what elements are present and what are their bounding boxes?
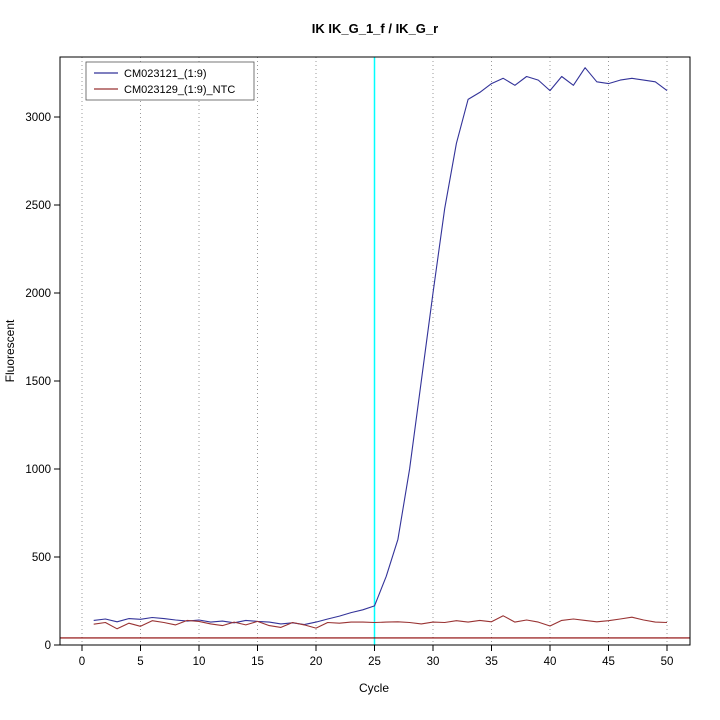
y-tick-label: 1500 (25, 376, 51, 388)
legend-label: CM023121_(1:9) (124, 68, 207, 80)
x-tick-label: 5 (137, 656, 143, 668)
x-tick-label: 15 (251, 656, 264, 668)
x-axis-label: Cycle (359, 681, 389, 695)
chart-title: IK IK_G_1_f / IK_G_r (312, 21, 438, 36)
x-tick-label: 0 (79, 656, 85, 668)
series-line-CM023129_(1:9)_NTC (93, 615, 668, 630)
y-tick-label: 0 (45, 640, 51, 652)
x-tick-label: 35 (485, 656, 498, 668)
y-tick-label: 2500 (25, 200, 51, 212)
legend-box (85, 61, 255, 101)
x-tick-label: 45 (602, 656, 615, 668)
legend-label: CM023129_(1:9)_NTC (124, 84, 235, 96)
y-axis-label: Fluorescent (3, 319, 17, 382)
y-tick-label: 2000 (25, 288, 51, 300)
y-tick-label: 3000 (25, 112, 51, 124)
x-tick-label: 40 (544, 656, 557, 668)
plot-area: 0 5 10 15 20 25 30 35 40 45 5005001000150020002500… (25, 56, 691, 668)
x-tick-label: 30 (427, 656, 440, 668)
series-line-CM023121_(1:9) (93, 67, 668, 626)
y-tick-label: 500 (32, 552, 51, 564)
x-tick-label: 10 (193, 656, 206, 668)
x-tick-label: 50 (661, 656, 674, 668)
x-tick-label: 25 (368, 656, 381, 668)
x-tick-label: 20 (310, 656, 323, 668)
y-tick-label: 1000 (25, 464, 51, 476)
